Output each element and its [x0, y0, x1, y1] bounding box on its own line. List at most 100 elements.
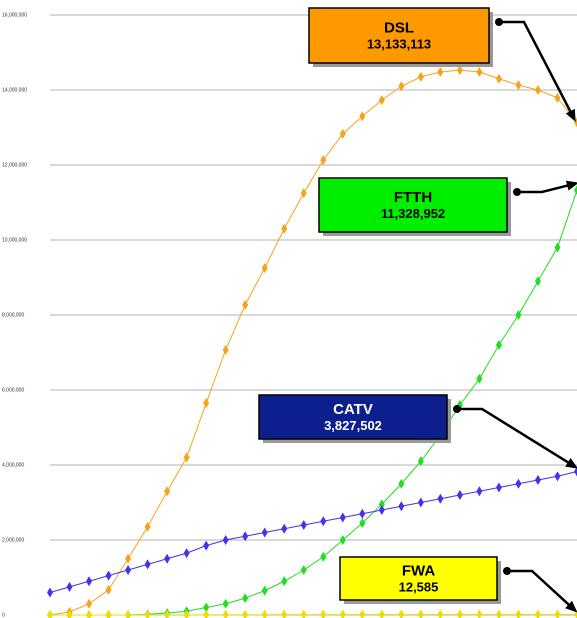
callout-arrow	[517, 182, 574, 194]
data-point	[300, 609, 307, 618]
data-point	[554, 609, 561, 618]
data-point	[222, 598, 229, 609]
data-point	[47, 587, 53, 598]
data-point	[105, 570, 112, 581]
data-point	[359, 111, 366, 122]
data-point	[261, 609, 268, 618]
data-point	[339, 512, 346, 523]
data-point	[300, 188, 307, 199]
data-point	[574, 466, 577, 477]
data-point	[183, 452, 190, 463]
data-point	[417, 609, 424, 618]
callout-name: FWA	[402, 563, 435, 580]
data-point	[47, 610, 53, 618]
data-point	[281, 523, 288, 534]
data-point	[495, 340, 502, 350]
data-point	[261, 527, 268, 538]
data-point	[476, 373, 483, 384]
data-point	[242, 299, 249, 310]
callout-name: CATV	[333, 401, 373, 418]
data-point	[281, 576, 288, 587]
data-point	[456, 65, 463, 76]
data-point	[398, 501, 405, 512]
callout-arrow	[507, 569, 574, 610]
data-point	[437, 609, 444, 618]
data-point	[281, 223, 288, 234]
data-point	[125, 609, 132, 618]
data-point	[222, 609, 229, 618]
data-point	[398, 609, 405, 618]
data-point	[476, 609, 483, 618]
data-point	[359, 508, 366, 519]
data-point	[164, 486, 171, 497]
data-point	[554, 242, 561, 253]
data-point	[105, 584, 112, 595]
data-point	[164, 609, 171, 618]
data-point	[515, 609, 522, 618]
callout-arrow	[499, 20, 575, 118]
data-point	[554, 471, 561, 482]
data-point	[222, 535, 229, 545]
data-point	[125, 553, 132, 564]
data-point	[125, 565, 132, 575]
data-point	[534, 276, 541, 287]
data-point	[339, 128, 346, 139]
y-tick-label: 12,000,000	[2, 162, 27, 168]
data-point	[66, 610, 73, 618]
data-point	[300, 520, 307, 530]
data-point	[164, 553, 171, 564]
y-tick-label: 8,000,000	[2, 312, 24, 318]
data-point	[534, 609, 541, 618]
data-point	[534, 475, 541, 485]
data-point	[300, 565, 307, 575]
callout-arrow	[457, 407, 574, 467]
series-line	[49, 69, 577, 616]
data-point	[534, 85, 541, 95]
data-point	[86, 598, 93, 609]
data-point	[86, 610, 93, 618]
data-point	[495, 609, 502, 618]
data-point	[378, 499, 385, 510]
data-point	[359, 609, 366, 618]
callout-name: FTTH	[394, 189, 432, 206]
callout-arrowhead	[565, 108, 576, 122]
data-point	[261, 585, 268, 596]
data-point	[281, 609, 288, 618]
data-point	[203, 609, 210, 618]
y-tick-label: 6,000,000	[2, 387, 24, 393]
y-tick-label: 0	[2, 612, 5, 618]
data-point	[417, 456, 424, 467]
data-point	[398, 81, 405, 92]
data-point	[339, 609, 346, 618]
y-tick-label: 2,000,000	[2, 537, 24, 543]
data-point	[66, 581, 73, 592]
callout-box	[258, 394, 448, 440]
y-tick-label: 10,000,000	[2, 237, 27, 243]
data-point	[203, 602, 210, 613]
data-point	[398, 478, 405, 489]
y-tick-label: 16,000,000	[2, 12, 27, 18]
data-point	[183, 609, 190, 618]
callout-value: 11,328,952	[381, 206, 445, 221]
data-point	[456, 609, 463, 618]
data-point	[378, 505, 385, 515]
data-point	[242, 609, 249, 618]
data-point	[515, 80, 522, 91]
data-point	[320, 155, 327, 166]
data-point	[359, 518, 366, 529]
data-point	[144, 609, 151, 618]
data-point	[105, 610, 112, 618]
data-point	[574, 185, 577, 196]
callout-value: 3,827,502	[324, 418, 382, 433]
callout-value: 12,585	[399, 580, 439, 595]
callout-arrowhead	[565, 600, 577, 613]
data-point	[417, 71, 424, 82]
data-point	[222, 344, 229, 355]
data-point	[495, 73, 502, 84]
data-point	[437, 67, 444, 77]
data-point	[320, 551, 327, 562]
y-tick-label: 4,000,000	[2, 462, 24, 468]
